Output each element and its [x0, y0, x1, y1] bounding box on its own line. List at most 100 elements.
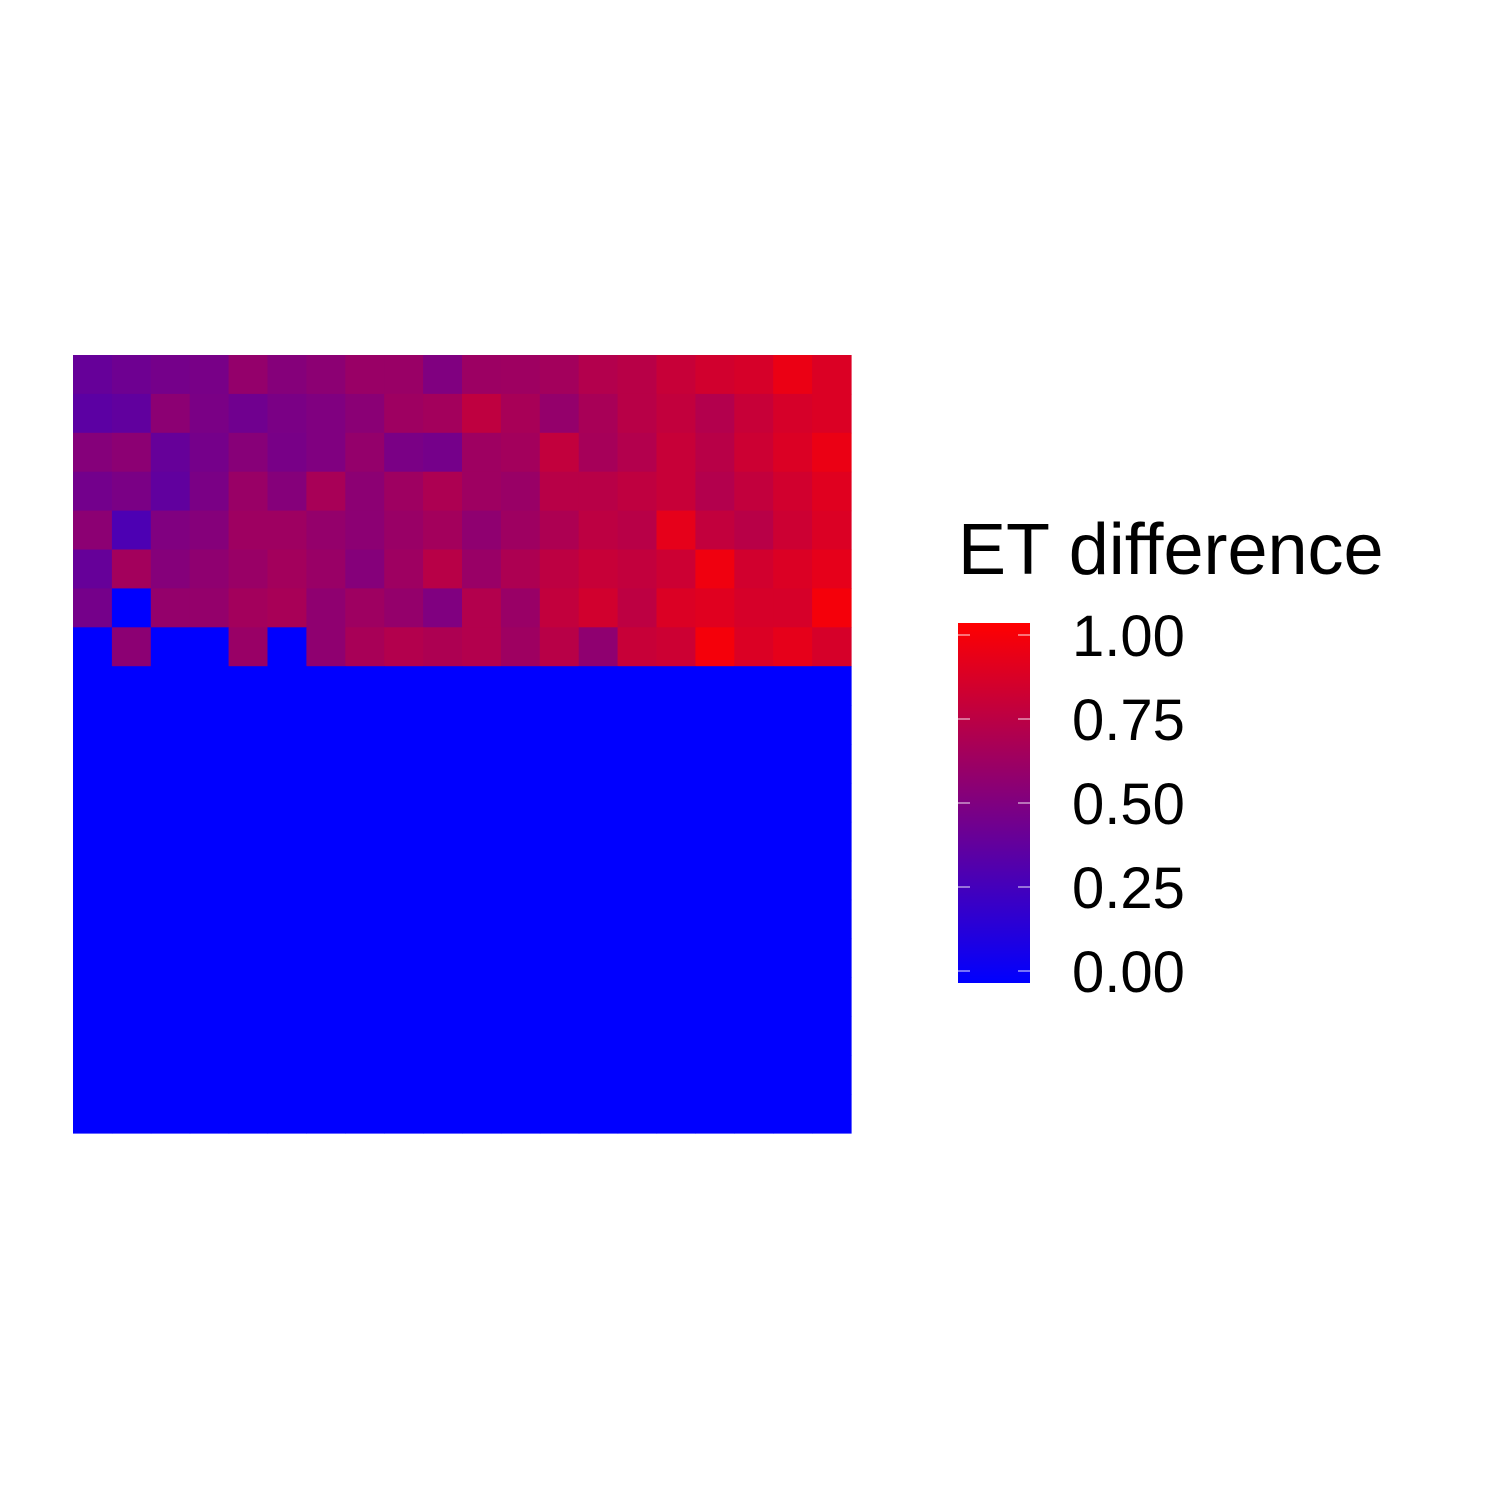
- heatmap-cell: [384, 821, 424, 862]
- heatmap-cell: [462, 860, 502, 901]
- heatmap-cell: [345, 1016, 385, 1056]
- heatmap-cell: [345, 782, 385, 823]
- legend-tick-label: 0.50: [1072, 772, 1185, 837]
- heatmap-cell: [656, 1094, 696, 1134]
- heatmap-cell: [617, 471, 658, 512]
- heatmap-cell: [578, 1094, 619, 1134]
- heatmap-cell: [500, 666, 541, 706]
- heatmap-cell: [384, 627, 424, 667]
- heatmap-cell: [228, 1016, 269, 1056]
- heatmap-cell: [306, 705, 346, 745]
- heatmap-cell: [578, 821, 619, 862]
- heatmap-cell: [656, 666, 696, 706]
- heatmap-cell: [228, 355, 269, 395]
- heatmap-cell: [539, 899, 580, 940]
- heatmap-cell: [617, 1055, 658, 1095]
- heatmap-cell: [462, 510, 502, 551]
- heatmap-cell: [773, 588, 813, 628]
- heatmap-cell: [384, 666, 424, 706]
- heatmap-cell: [345, 588, 385, 628]
- heatmap-cell: [189, 432, 230, 473]
- heatmap-cell: [73, 1016, 113, 1056]
- heatmap-cell: [267, 860, 307, 901]
- heatmap-cell: [111, 1094, 152, 1134]
- heatmap-cell: [500, 1055, 541, 1095]
- heatmap-cell: [695, 1055, 735, 1095]
- heatmap-cell: [384, 782, 424, 823]
- heatmap-cell: [111, 782, 152, 823]
- heatmap-cell: [384, 860, 424, 901]
- heatmap-cell: [617, 821, 658, 862]
- heatmap-cell: [306, 744, 346, 784]
- heatmap-cell: [539, 432, 580, 473]
- heatmap-cell: [539, 1055, 580, 1095]
- heatmap-cell: [111, 627, 152, 667]
- heatmap-cell: [73, 938, 113, 978]
- heatmap-cell: [812, 471, 852, 512]
- heatmap-cell: [500, 588, 541, 628]
- heatmap-cell: [773, 782, 813, 823]
- heatmap-cell: [384, 1016, 424, 1056]
- heatmap-cell: [267, 393, 307, 434]
- heatmap-cell: [734, 355, 774, 395]
- heatmap-cell: [345, 549, 385, 589]
- heatmap-cell: [423, 938, 463, 978]
- heatmap-cell: [812, 744, 852, 784]
- heatmap-cell: [150, 666, 191, 706]
- heatmap-cell: [578, 1055, 619, 1095]
- heatmap-cell: [812, 549, 852, 589]
- heatmap-cell: [423, 821, 463, 862]
- heatmap-cell: [267, 1055, 307, 1095]
- heatmap-cell: [539, 860, 580, 901]
- heatmap-cell: [812, 899, 852, 940]
- heatmap-cell: [423, 666, 463, 706]
- heatmap-cell: [267, 355, 307, 395]
- legend-tick-label: 0.00: [1072, 940, 1185, 1005]
- heatmap-cell: [656, 471, 696, 512]
- heatmap-cell: [228, 432, 269, 473]
- heatmap-cell: [150, 1094, 191, 1134]
- heatmap-cell: [617, 899, 658, 940]
- heatmap-cell: [734, 860, 774, 901]
- heatmap-cell: [267, 821, 307, 862]
- heatmap-cell: [423, 860, 463, 901]
- heatmap-cell: [189, 899, 230, 940]
- heatmap-cell: [500, 471, 541, 512]
- heatmap-cell: [384, 510, 424, 551]
- heatmap-cell: [578, 705, 619, 745]
- heatmap-cell: [773, 393, 813, 434]
- heatmap-cell: [656, 355, 696, 395]
- heatmap-cell: [150, 821, 191, 862]
- heatmap-cell: [539, 1016, 580, 1056]
- heatmap-cell: [539, 977, 580, 1017]
- heatmap-cell: [345, 510, 385, 551]
- heatmap-cell: [500, 705, 541, 745]
- heatmap-cell: [111, 1055, 152, 1095]
- heatmap-cell: [656, 938, 696, 978]
- heatmap-cell: [695, 744, 735, 784]
- heatmap-cell: [539, 705, 580, 745]
- heatmap-cell: [617, 782, 658, 823]
- heatmap-cell: [189, 549, 230, 589]
- heatmap-cell: [500, 432, 541, 473]
- heatmap-cell: [617, 705, 658, 745]
- heatmap-cell: [734, 821, 774, 862]
- heatmap-cell: [345, 666, 385, 706]
- heatmap-cell: [189, 510, 230, 551]
- heatmap-cell: [228, 899, 269, 940]
- heatmap-cell: [656, 1055, 696, 1095]
- heatmap-cell: [500, 627, 541, 667]
- heatmap-cell: [695, 782, 735, 823]
- heatmap-cell: [578, 666, 619, 706]
- heatmap-cell: [73, 588, 113, 628]
- heatmap-cell: [578, 977, 619, 1017]
- heatmap-cell: [578, 899, 619, 940]
- heatmap-cell: [345, 899, 385, 940]
- heatmap-cell: [150, 744, 191, 784]
- heatmap-cell: [695, 471, 735, 512]
- heatmap-cell: [734, 1094, 774, 1134]
- heatmap-cell: [189, 1055, 230, 1095]
- heatmap-cell: [189, 705, 230, 745]
- heatmap-cell: [111, 938, 152, 978]
- heatmap-cell: [500, 977, 541, 1017]
